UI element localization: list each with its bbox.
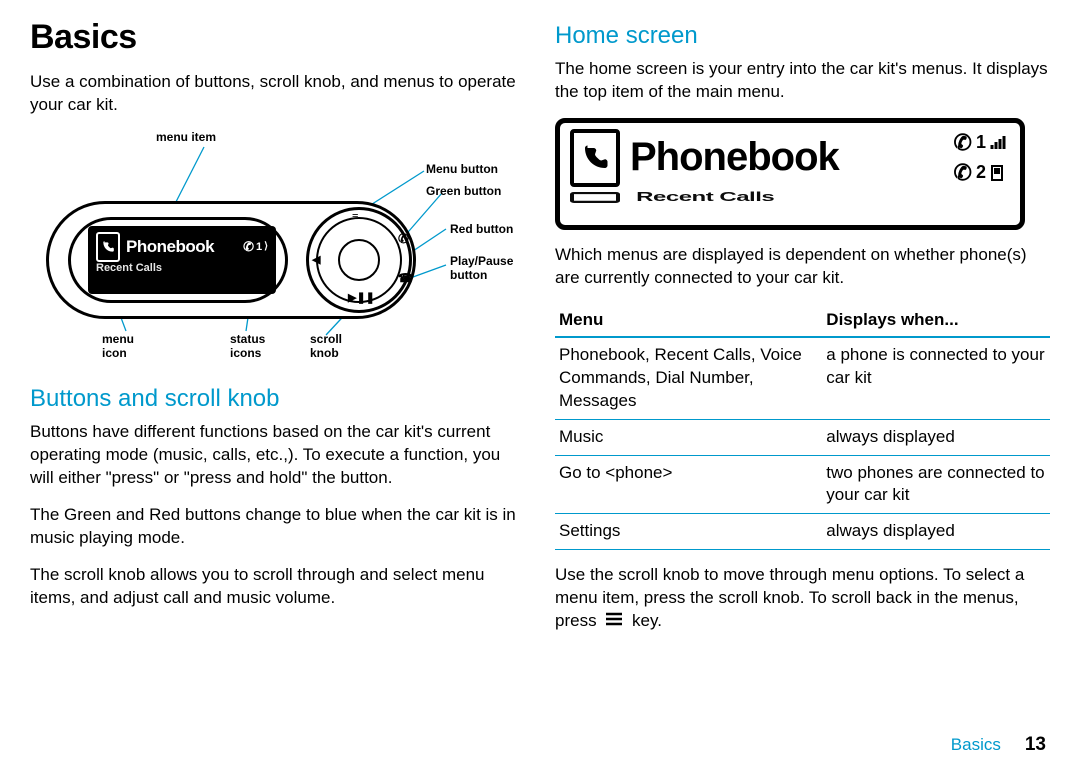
phone-icon	[96, 232, 120, 262]
red-button-icon: ☎	[398, 271, 413, 285]
home-display-status: ✆ 1 ✆ 2	[954, 130, 1010, 186]
page-title: Basics	[30, 18, 525, 57]
label-red-button: Red button	[450, 223, 513, 236]
menu-table: Menu Displays when... Phonebook, Recent …	[555, 304, 1050, 551]
section-buttons-title: Buttons and scroll knob	[30, 385, 525, 413]
table-cell: Music	[555, 419, 822, 455]
scroll-knob-center	[338, 239, 380, 281]
phone-icon: ✆	[954, 160, 972, 186]
home-display-title: Phonebook	[630, 135, 839, 180]
table-cell: Phonebook, Recent Calls, Voice Commands,…	[555, 337, 822, 419]
label-play-pause-1: Play/Pause	[450, 255, 513, 268]
table-cell: always displayed	[822, 419, 1050, 455]
home-screen-display: Phonebook ✆ 1 ✆ 2 Recent Calls	[555, 118, 1025, 230]
table-cell: two phones are connected to your car kit	[822, 455, 1050, 514]
table-cell: Go to <phone>	[555, 455, 822, 514]
buttons-p2: The Green and Red buttons change to blue…	[30, 504, 525, 550]
menu-button-icon: ≡	[352, 211, 358, 223]
table-header-menu: Menu	[555, 304, 822, 337]
label-menu-icon-1: menu	[102, 333, 134, 346]
green-button-icon: ✆	[398, 231, 409, 247]
home-footer-p: Use the scroll knob to move through menu…	[555, 564, 1050, 633]
home-intro: The home screen is your entry into the c…	[555, 58, 1050, 104]
status-num-2: 2	[976, 162, 986, 183]
label-status-icons-2: icons	[230, 347, 261, 360]
signal-icon	[990, 135, 1010, 151]
play-pause-icon: ▶❚❚	[348, 291, 375, 304]
phone-icon	[570, 129, 620, 187]
label-menu-item: menu item	[156, 131, 216, 144]
label-menu-button: Menu button	[426, 163, 498, 176]
table-row: Go to <phone> two phones are connected t…	[555, 455, 1050, 514]
footer-section: Basics	[951, 735, 1001, 755]
table-cell: a phone is connected to your car kit	[822, 337, 1050, 419]
device-icon	[990, 165, 1006, 181]
menu-key-icon	[605, 610, 623, 633]
table-cell: always displayed	[822, 514, 1050, 550]
device-screen: Phonebook ✆1⟩ Recent Calls	[88, 226, 276, 294]
table-header-displays: Displays when...	[822, 304, 1050, 337]
screen-row2-mini: Recent Calls	[88, 262, 276, 274]
back-button-icon: ◀	[312, 253, 320, 266]
buttons-p3: The scroll knob allows you to scroll thr…	[30, 564, 525, 610]
status-mini: ✆1⟩	[243, 239, 268, 255]
screen-title-mini: Phonebook	[126, 237, 214, 257]
device-diagram: menu item Menu button Green button Red b…	[26, 131, 526, 371]
table-cell: Settings	[555, 514, 822, 550]
home-p-after: Which menus are displayed is dependent o…	[555, 244, 1050, 290]
label-green-button: Green button	[426, 185, 501, 198]
phone-icon: ✆	[954, 130, 972, 156]
status-num-1: 1	[976, 132, 986, 153]
section-home-title: Home screen	[555, 22, 1050, 50]
table-row: Phonebook, Recent Calls, Voice Commands,…	[555, 337, 1050, 419]
label-menu-icon-2: icon	[102, 347, 127, 360]
home-display-row2: Recent Calls	[636, 189, 774, 204]
intro-left: Use a combination of buttons, scroll kno…	[30, 71, 525, 117]
label-status-icons-1: status	[230, 333, 265, 346]
footer-page-number: 13	[1025, 734, 1046, 756]
label-scroll-knob-1: scroll	[310, 333, 342, 346]
buttons-p1: Buttons have different functions based o…	[30, 421, 525, 490]
label-play-pause-2: button	[450, 269, 487, 282]
page-footer: Basics 13	[951, 734, 1046, 756]
table-row: Music always displayed	[555, 419, 1050, 455]
label-scroll-knob-2: knob	[310, 347, 339, 360]
table-row: Settings always displayed	[555, 514, 1050, 550]
